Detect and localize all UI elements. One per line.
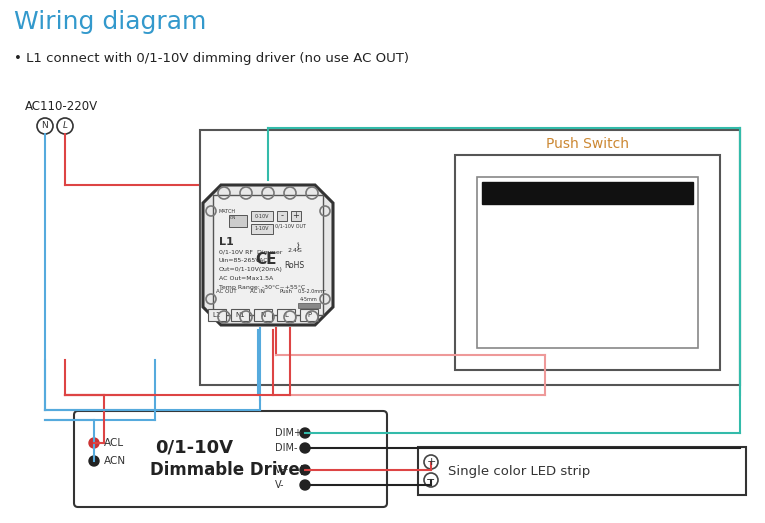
Bar [291, 211, 301, 221]
Text: Uin=85-265VAC: Uin=85-265VAC [219, 258, 269, 263]
Text: L: L [63, 121, 67, 131]
Bar [277, 309, 295, 321]
Text: 1-10V: 1-10V [255, 226, 269, 232]
Circle shape [300, 465, 310, 475]
Text: DIM+: DIM+ [275, 428, 302, 438]
Bar [229, 215, 247, 227]
Text: L: L [284, 312, 288, 318]
Text: AC Out=Max1.5A: AC Out=Max1.5A [219, 276, 273, 281]
Text: AC110-220V: AC110-220V [25, 100, 98, 113]
Text: 0.5-2.0mm²: 0.5-2.0mm² [298, 289, 327, 294]
Text: ACL: ACL [104, 438, 124, 448]
Text: MATCH: MATCH [219, 209, 236, 214]
Bar [298, 303, 320, 308]
Text: ACN: ACN [104, 456, 126, 466]
Bar [231, 309, 249, 321]
Text: P: P [307, 312, 311, 318]
Text: 0/1-10V OUT: 0/1-10V OUT [275, 224, 306, 229]
Text: V-: V- [275, 480, 285, 490]
Text: 4-5mm: 4-5mm [300, 297, 317, 302]
Bar [477, 177, 698, 348]
Text: 0-10V: 0-10V [255, 213, 269, 219]
Circle shape [89, 456, 99, 466]
Text: ⌇: ⌇ [296, 243, 301, 253]
Bar [251, 224, 273, 234]
Text: L1: L1 [219, 237, 234, 247]
Text: Temp Range: -30°C~+55°C: Temp Range: -30°C~+55°C [219, 285, 305, 290]
Bar [418, 447, 746, 495]
Text: AC IN: AC IN [250, 289, 265, 294]
Bar [455, 155, 720, 370]
Bar [277, 211, 287, 221]
Circle shape [300, 443, 310, 453]
Text: V+: V+ [275, 465, 290, 475]
Text: +: + [292, 211, 299, 221]
Polygon shape [203, 185, 333, 325]
Text: Push: Push [280, 289, 293, 294]
Text: Out=0/1-10V(20mA): Out=0/1-10V(20mA) [219, 267, 283, 272]
FancyBboxPatch shape [74, 411, 387, 507]
Text: 2.4G: 2.4G [288, 247, 303, 253]
Circle shape [300, 480, 310, 490]
Text: DIM-: DIM- [275, 443, 298, 453]
Text: −: − [426, 475, 436, 485]
Text: N: N [41, 121, 48, 131]
Bar [208, 309, 226, 321]
Text: N: N [260, 312, 265, 318]
Text: RoHS: RoHS [284, 262, 304, 270]
Text: +: + [426, 457, 436, 467]
Bar [482, 182, 693, 204]
Text: Push Switch: Push Switch [546, 137, 629, 151]
Text: 0/1-10V RF  Dimmer: 0/1-10V RF Dimmer [219, 249, 282, 254]
Bar [200, 130, 740, 385]
Text: 0/1-10V: 0/1-10V [155, 439, 233, 457]
Text: ON: ON [230, 216, 236, 220]
Circle shape [300, 428, 310, 438]
Text: -: - [281, 211, 284, 221]
Text: Dimmable Driver: Dimmable Driver [150, 461, 308, 479]
Text: Single color LED strip: Single color LED strip [448, 464, 591, 477]
Bar [213, 195, 323, 315]
Text: L1: L1 [213, 312, 221, 318]
Bar [300, 309, 318, 321]
Text: AC OUT: AC OUT [216, 289, 236, 294]
Bar [251, 211, 273, 221]
Circle shape [89, 438, 99, 448]
Bar [254, 309, 272, 321]
Text: N1: N1 [235, 312, 245, 318]
Text: • L1 connect with 0/1-10V dimming driver (no use AC OUT): • L1 connect with 0/1-10V dimming driver… [14, 52, 409, 65]
Text: CE: CE [256, 253, 277, 267]
Text: Wiring diagram: Wiring diagram [14, 10, 207, 34]
